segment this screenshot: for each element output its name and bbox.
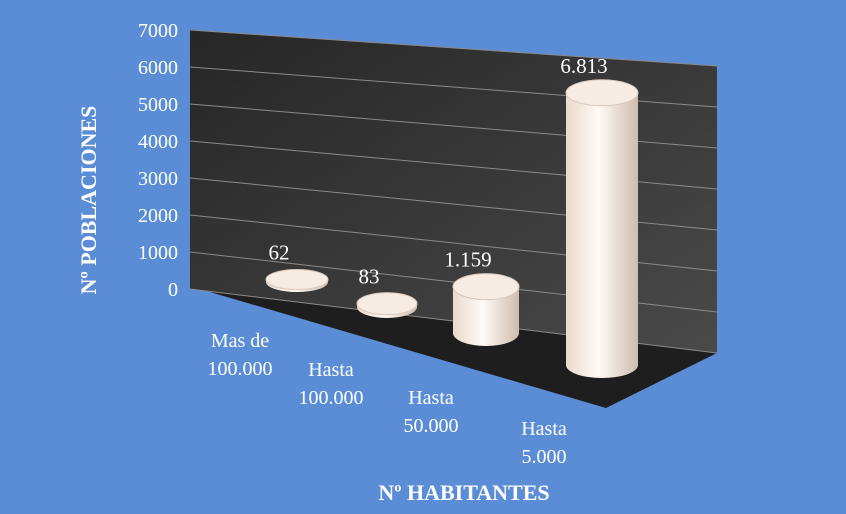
y-tick-label: 2000 — [138, 205, 178, 227]
y-axis-title: Nº POBLACIONES — [76, 106, 101, 295]
x-tick-label: Hasta 50.000 — [404, 387, 459, 437]
bar-body — [566, 92, 638, 379]
gridline — [189, 29, 718, 67]
y-tick-label: 7000 — [138, 20, 178, 42]
data-label: 1.159 — [444, 248, 491, 272]
bar — [565, 79, 639, 379]
y-tick-label: 5000 — [138, 94, 178, 116]
x-tick-label: Hasta 5.000 — [521, 418, 567, 468]
bar-top — [356, 292, 418, 316]
x-tick-label: Hasta 100.000 — [299, 359, 364, 409]
chart-floor — [190, 289, 717, 408]
x-axis-title: Nº HABITANTES — [378, 480, 549, 505]
data-label: 83 — [359, 265, 380, 289]
bar-body — [453, 286, 519, 346]
data-label: 6.813 — [560, 54, 607, 78]
category-labels: Mas de 100.000 Hasta 100.000 Hasta 50.000 Hast… — [208, 330, 567, 468]
bar-top — [565, 79, 639, 107]
data-label: 62 — [269, 241, 290, 265]
bar — [356, 292, 418, 318]
x-tick-label: Mas de 100.000 — [208, 330, 273, 380]
y-tick-label: 0 — [168, 279, 178, 301]
y-axis-ticks: 0 1000 2000 3000 4000 5000 6000 7000 — [138, 20, 178, 301]
y-tick-label: 6000 — [138, 57, 178, 79]
bar — [265, 269, 329, 292]
y-tick-label: 4000 — [138, 131, 178, 153]
data-labels: 62 83 1.159 6.813 — [269, 54, 608, 289]
y-tick-label: 1000 — [138, 242, 178, 264]
bar-top — [265, 269, 329, 291]
bar-top — [452, 273, 520, 301]
bar — [452, 273, 520, 346]
y-tick-label: 3000 — [138, 168, 178, 190]
bars — [265, 79, 639, 379]
